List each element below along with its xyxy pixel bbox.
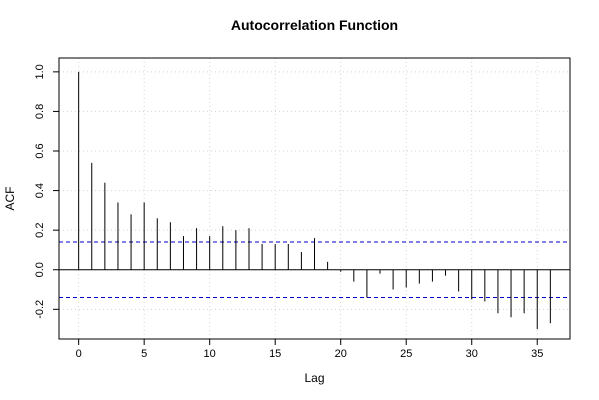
x-tick-label: 5 — [141, 348, 147, 360]
x-tick-label: 10 — [204, 348, 216, 360]
y-tick-label: 0.6 — [34, 143, 46, 158]
x-tick-label: 15 — [269, 348, 281, 360]
y-tick-label: 0.2 — [34, 223, 46, 238]
y-axis-label: ACF — [3, 187, 17, 211]
y-tick-label: -0.2 — [34, 300, 46, 319]
y-tick-label: 1.0 — [34, 64, 46, 79]
acf-bars — [78, 71, 551, 330]
axes: 0 5 10 15 20 25 30 35 -0.2 0.0 0.2 0.4 0.6 0.8 1.0 — [34, 64, 543, 360]
y-tick-label: 0.0 — [34, 262, 46, 277]
x-tick-label: 20 — [335, 348, 347, 360]
plot-frame — [58, 57, 571, 340]
x-tick-label: 25 — [400, 348, 412, 360]
x-axis-label: Lag — [304, 371, 324, 385]
y-tick-label: 0.8 — [34, 104, 46, 119]
x-tick-label: 35 — [531, 348, 543, 360]
x-tick-label: 0 — [76, 348, 82, 360]
y-tick-label: 0.4 — [34, 183, 46, 198]
x-tick-label: 30 — [466, 348, 478, 360]
chart-title: Autocorrelation Function — [231, 17, 398, 33]
